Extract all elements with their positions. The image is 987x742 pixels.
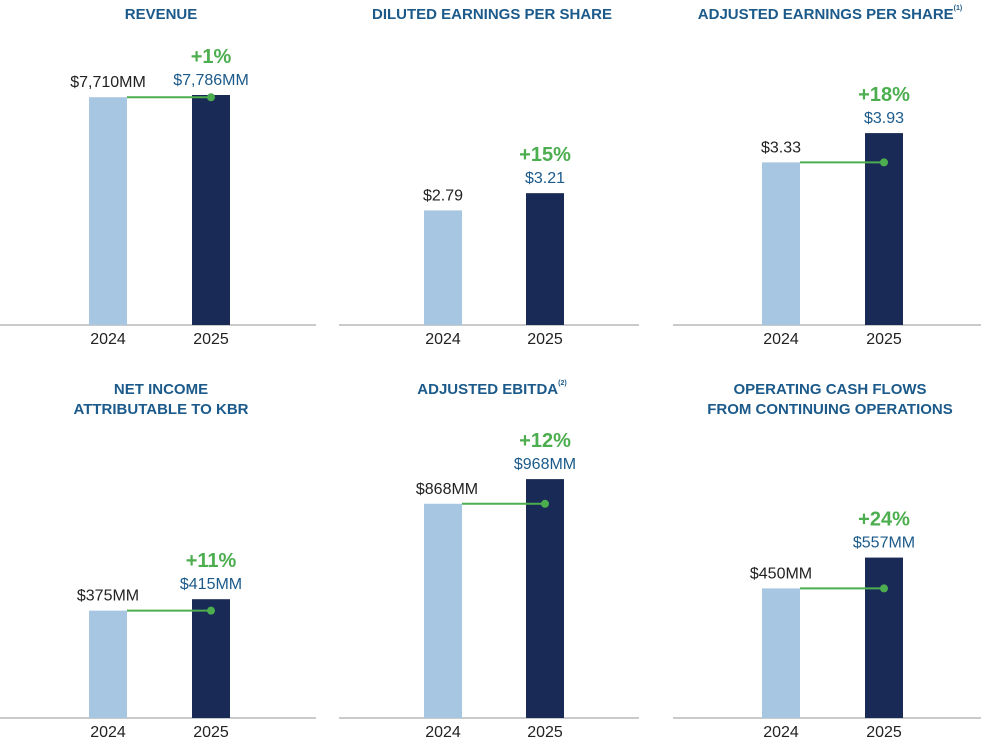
bar-chart: 2024 2025 $450MM $557MM +24% bbox=[673, 509, 981, 741]
chart-title: ADJUSTED EBITDA(2) bbox=[339, 380, 645, 400]
data-label: $868MM bbox=[416, 481, 478, 498]
x-tick-label: 2025 bbox=[866, 331, 902, 348]
kpi-panel: ADJUSTED EBITDA(2) 2024 2025 $868MM $968MM +1… bbox=[339, 0, 645, 742]
kpi-panel: NET INCOME ATTRIBUTABLE TO KBR 2024 2025 $37… bbox=[0, 0, 322, 742]
chart-title: REVENUE bbox=[0, 5, 322, 25]
bar-2024 bbox=[424, 503, 462, 718]
bar-2024 bbox=[89, 610, 127, 718]
data-label: $3.21 bbox=[525, 170, 565, 187]
bar-2024 bbox=[762, 162, 800, 325]
x-tick-label: 2024 bbox=[90, 724, 126, 741]
growth-connector-dot bbox=[880, 584, 888, 593]
bar-2025 bbox=[526, 193, 564, 325]
bar-chart: 2024 2025 $375MM $415MM +11% bbox=[0, 550, 316, 741]
data-label: $7,710MM bbox=[70, 74, 146, 91]
x-tick-label: 2025 bbox=[527, 331, 563, 348]
x-tick-label: 2024 bbox=[763, 331, 799, 348]
kpi-panel: REVENUE 2024 2025 $7,710MM $7,786MM +1% bbox=[0, 0, 322, 742]
chart-title-line: FROM CONTINUING OPERATIONS bbox=[707, 401, 953, 418]
x-tick-label: 2025 bbox=[193, 331, 229, 348]
bar-2025 bbox=[865, 557, 903, 718]
footnote-marker: (2) bbox=[558, 380, 567, 387]
bar-2024 bbox=[89, 97, 127, 325]
growth-connector-dot bbox=[207, 93, 215, 102]
growth-connector-dot bbox=[880, 158, 888, 167]
growth-label: +24% bbox=[858, 509, 910, 531]
growth-connector-dot bbox=[541, 499, 549, 508]
data-label: $375MM bbox=[77, 588, 139, 605]
data-label: $557MM bbox=[853, 535, 915, 552]
growth-label: +1% bbox=[191, 46, 232, 68]
growth-connector-dot bbox=[207, 606, 215, 615]
bar-2025 bbox=[192, 95, 230, 325]
kpi-panel: DILUTED EARNINGS PER SHARE 2024 2025 $2.79 $… bbox=[339, 0, 645, 742]
data-label: $2.79 bbox=[423, 187, 463, 204]
chart-title-line: NET INCOME bbox=[113, 381, 209, 398]
growth-label: +11% bbox=[186, 550, 237, 572]
x-tick-label: 2025 bbox=[527, 724, 563, 741]
chart-title-line: ATTRIBUTABLE TO KBR bbox=[73, 401, 249, 418]
bar-chart: 2024 2025 $868MM $968MM +12% bbox=[339, 430, 639, 741]
data-label: $3.93 bbox=[864, 110, 904, 127]
x-tick-label: 2025 bbox=[866, 724, 902, 741]
bar-2024 bbox=[424, 210, 462, 325]
x-tick-label: 2024 bbox=[763, 724, 799, 741]
chart-title-line: ADJUSTED EBITDA(2) bbox=[417, 380, 567, 398]
x-tick-label: 2024 bbox=[425, 331, 461, 348]
x-tick-label: 2024 bbox=[425, 724, 461, 741]
data-label: $450MM bbox=[750, 565, 812, 582]
bar-2025 bbox=[192, 599, 230, 718]
chart-title-line: ADJUSTED EARNINGS PER SHARE(1) bbox=[697, 5, 963, 23]
chart-title-line: DILUTED EARNINGS PER SHARE bbox=[371, 6, 613, 23]
growth-label: +12% bbox=[519, 430, 571, 452]
bar-chart: 2024 2025 $3.33 $3.93 +18% bbox=[673, 84, 981, 348]
chart-title-line: REVENUE bbox=[124, 6, 198, 23]
data-label: $415MM bbox=[180, 576, 242, 593]
bar-chart: 2024 2025 $7,710MM $7,786MM +1% bbox=[0, 46, 316, 348]
chart-title: ADJUSTED EARNINGS PER SHARE(1) bbox=[673, 5, 987, 25]
chart-title: OPERATING CASH FLOWS FROM CONTINUING OPER… bbox=[673, 380, 987, 420]
growth-label: +18% bbox=[858, 84, 910, 106]
chart-title-line: OPERATING CASH FLOWS bbox=[733, 381, 927, 398]
data-label: $7,786MM bbox=[173, 72, 249, 89]
footnote-marker: (1) bbox=[953, 5, 963, 12]
kpi-panel: ADJUSTED EARNINGS PER SHARE(1) 2024 2025 $3… bbox=[673, 0, 987, 742]
kpi-panel: OPERATING CASH FLOWS FROM CONTINUING OPER… bbox=[673, 0, 987, 742]
data-label: $3.33 bbox=[761, 139, 801, 156]
bar-2024 bbox=[762, 588, 800, 718]
chart-title: DILUTED EARNINGS PER SHARE bbox=[339, 5, 645, 25]
bar-2025 bbox=[526, 479, 564, 718]
growth-label: +15% bbox=[519, 144, 571, 166]
chart-title: NET INCOME ATTRIBUTABLE TO KBR bbox=[0, 380, 322, 420]
x-tick-label: 2025 bbox=[193, 724, 229, 741]
bar-chart: 2024 2025 $2.79 $3.21 +15% bbox=[339, 144, 639, 348]
x-tick-label: 2024 bbox=[90, 331, 126, 348]
data-label: $968MM bbox=[514, 456, 576, 473]
